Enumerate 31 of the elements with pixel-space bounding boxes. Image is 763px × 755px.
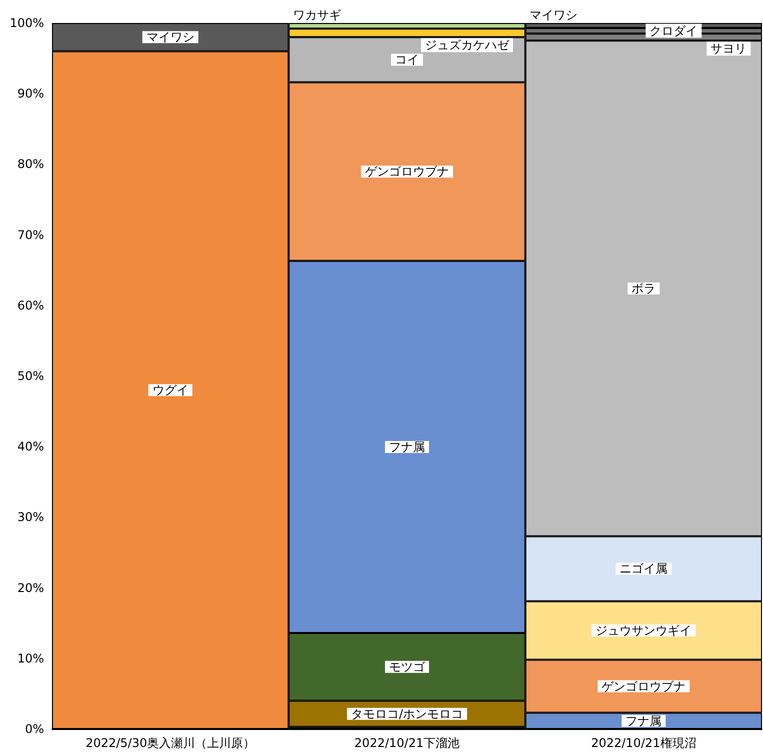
series-label: ワカサギ: [293, 8, 341, 22]
y-tick-label: 40%: [17, 440, 44, 454]
series-label: ボラ: [632, 281, 656, 296]
series-label: ゲンゴロウブナ: [365, 164, 449, 179]
y-tick-label: 0%: [24, 722, 44, 736]
series-label: マイワシ: [146, 30, 194, 44]
y-tick-label: 20%: [17, 580, 44, 595]
y-tick-label: 50%: [17, 369, 44, 383]
series-label: ウグイ: [152, 383, 188, 398]
x-tick-label: 2022/10/21権現沼: [591, 736, 696, 750]
y-tick-label: 100%: [10, 16, 44, 30]
y-tick-label: 90%: [17, 86, 44, 101]
series-label: ジュズカケハゼ: [425, 38, 510, 52]
y-tick-label: 30%: [17, 510, 44, 524]
series-label: コイ: [395, 52, 419, 67]
series-label: フナ属: [389, 440, 425, 454]
series-label: ニゴイ属: [620, 562, 668, 576]
series-label: タモロコ/ホンモロコ: [350, 706, 464, 721]
series-label: フナ属: [626, 714, 662, 728]
series-label: ゲンゴロウブナ: [602, 679, 686, 694]
x-tick-label: 2022/5/30奥入瀬川（上川原）: [86, 736, 256, 750]
y-tick-label: 60%: [17, 298, 44, 312]
series-label: ジュウサンウギイ: [596, 624, 692, 638]
series-label: クロダイ: [650, 24, 698, 38]
x-tick-label: 2022/10/21下溜池: [354, 736, 460, 750]
y-tick-label: 10%: [17, 651, 44, 666]
y-tick-label: 80%: [17, 157, 44, 172]
series-label: マイワシ: [530, 8, 578, 22]
series-label: サヨリ: [710, 42, 747, 56]
y-tick-label: 70%: [17, 228, 44, 242]
series-label: モツゴ: [389, 660, 426, 674]
